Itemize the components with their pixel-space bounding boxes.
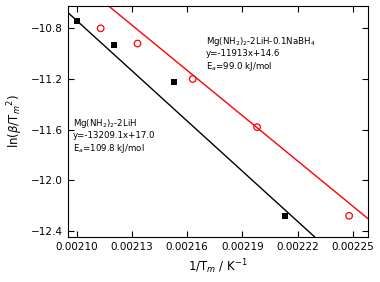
X-axis label: 1/T$_m$ / K$^{-1}$: 1/T$_m$ / K$^{-1}$ — [188, 258, 247, 276]
Point — [135, 41, 141, 46]
Point — [111, 43, 117, 47]
Point — [74, 19, 80, 23]
Text: Mg(NH$_2$)$_2$-2LiH
y=-13209.1x+17.0
E$_a$=109.8 kJ/mol: Mg(NH$_2$)$_2$-2LiH y=-13209.1x+17.0 E$_… — [73, 117, 155, 155]
Y-axis label: ln($\beta$/T$_m$$^{2}$): ln($\beta$/T$_m$$^{2}$) — [6, 94, 25, 148]
Point — [98, 26, 104, 31]
Point — [346, 213, 352, 218]
Text: Mg(NH$_2$)$_2$-2LiH-0.1NaBH$_4$
y=-11913x+14.6
E$_a$=99.0 kJ/mol: Mg(NH$_2$)$_2$-2LiH-0.1NaBH$_4$ y=-11913… — [206, 35, 315, 73]
Point — [282, 213, 288, 218]
Point — [190, 77, 196, 81]
Point — [254, 125, 260, 129]
Point — [171, 79, 177, 84]
